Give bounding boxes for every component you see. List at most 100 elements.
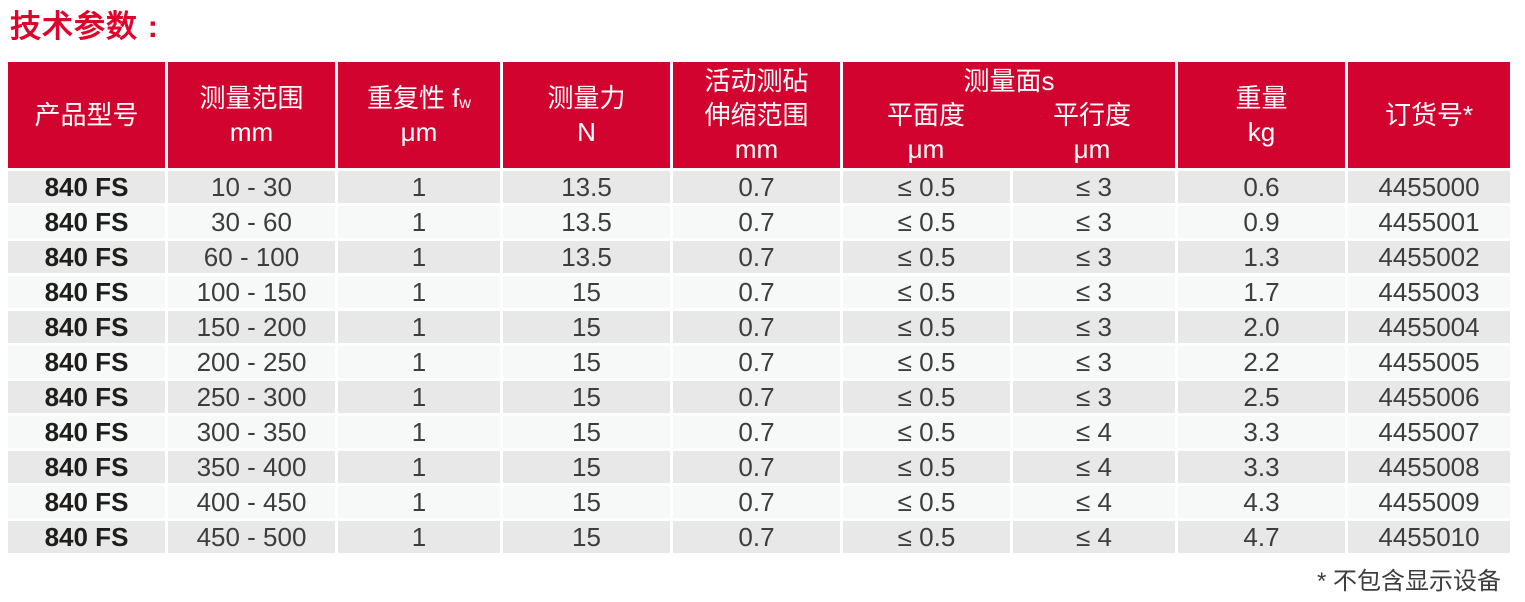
cell-repeatability: 1	[338, 451, 500, 483]
cell-anvil-range: 0.7	[673, 311, 840, 343]
table-row: 840 FS 350 - 400 1 15 0.7 ≤ 0.5 ≤ 4 3.3 …	[8, 451, 1510, 483]
cell-repeatability: 1	[338, 171, 500, 203]
header-measuring-force: 测量力 N	[503, 62, 670, 168]
cell-measuring-force: 15	[503, 311, 670, 343]
cell-repeatability: 1	[338, 486, 500, 518]
cell-anvil-range: 0.7	[673, 486, 840, 518]
table-row: 840 FS 10 - 30 1 13.5 0.7 ≤ 0.5 ≤ 3 0.6 …	[8, 171, 1510, 203]
cell-parallelism: ≤ 4	[1013, 521, 1175, 553]
cell-flatness: ≤ 0.5	[843, 381, 1010, 413]
cell-measuring-range: 200 - 250	[168, 346, 335, 378]
cell-anvil-range: 0.7	[673, 241, 840, 273]
cell-measuring-force: 15	[503, 486, 670, 518]
cell-anvil-range: 0.7	[673, 206, 840, 238]
table-row: 840 FS 100 - 150 1 15 0.7 ≤ 0.5 ≤ 3 1.7 …	[8, 276, 1510, 308]
header-row: 产品型号 测量范围 mm 重复性 fw μm 测量力 N 活动测砧 伸缩范围	[8, 62, 1510, 168]
cell-weight: 2.2	[1178, 346, 1345, 378]
header-parallelism-unit: μm	[1073, 134, 1111, 165]
header-flatness-label: 平面度	[886, 99, 965, 130]
table-row: 840 FS 30 - 60 1 13.5 0.7 ≤ 0.5 ≤ 3 0.9 …	[8, 206, 1510, 238]
cell-anvil-range: 0.7	[673, 276, 840, 308]
cell-anvil-range: 0.7	[673, 171, 840, 203]
cell-weight: 3.3	[1178, 451, 1345, 483]
cell-product-model: 840 FS	[8, 241, 165, 273]
cell-product-model: 840 FS	[8, 311, 165, 343]
surfaces-subheaders: 平面度 μm 平行度 μm	[843, 98, 1175, 167]
cell-parallelism: ≤ 3	[1013, 206, 1175, 238]
cell-flatness: ≤ 0.5	[843, 451, 1010, 483]
header-product-model: 产品型号	[8, 62, 165, 168]
header-measuring-surfaces-group: 测量面s 平面度 μm 平行度 μm	[843, 62, 1175, 168]
cell-product-model: 840 FS	[8, 276, 165, 308]
cell-weight: 4.7	[1178, 521, 1345, 553]
cell-product-model: 840 FS	[8, 486, 165, 518]
page-title: 技术参数 :	[10, 9, 159, 44]
cell-weight: 2.5	[1178, 381, 1345, 413]
cell-order-number: 4455000	[1348, 171, 1510, 203]
cell-measuring-force: 15	[503, 276, 670, 308]
table-header: 产品型号 测量范围 mm 重复性 fw μm 测量力 N 活动测砧 伸缩范围	[8, 62, 1510, 168]
cell-order-number: 4455001	[1348, 206, 1510, 238]
footnote: * 不包含显示设备	[1316, 568, 1501, 595]
cell-measuring-range: 60 - 100	[168, 241, 335, 273]
cell-measuring-force: 15	[503, 381, 670, 413]
cell-weight: 4.3	[1178, 486, 1345, 518]
cell-measuring-range: 10 - 30	[168, 171, 335, 203]
cell-anvil-range: 0.7	[673, 451, 840, 483]
table-row: 840 FS 300 - 350 1 15 0.7 ≤ 0.5 ≤ 4 3.3 …	[8, 416, 1510, 448]
measuring-surfaces-wrap: 测量面s 平面度 μm 平行度 μm	[843, 64, 1175, 167]
cell-weight: 1.3	[1178, 241, 1345, 273]
header-order-number: 订货号*	[1348, 62, 1510, 168]
cell-repeatability: 1	[338, 521, 500, 553]
cell-weight: 3.3	[1178, 416, 1345, 448]
cell-anvil-range: 0.7	[673, 381, 840, 413]
cell-parallelism: ≤ 4	[1013, 451, 1175, 483]
cell-measuring-force: 13.5	[503, 241, 670, 273]
cell-flatness: ≤ 0.5	[843, 171, 1010, 203]
header-repeatability-text: 重复性 f	[366, 82, 460, 113]
cell-measuring-range: 400 - 450	[168, 486, 335, 518]
header-anvil-unit: mm	[734, 134, 779, 165]
header-weight-unit: kg	[1247, 117, 1276, 147]
cell-flatness: ≤ 0.5	[843, 241, 1010, 273]
cell-order-number: 4455003	[1348, 276, 1510, 308]
cell-measuring-force: 13.5	[503, 206, 670, 238]
cell-product-model: 840 FS	[8, 451, 165, 483]
cell-measuring-range: 450 - 500	[168, 521, 335, 553]
spec-table: 产品型号 测量范围 mm 重复性 fw μm 测量力 N 活动测砧 伸缩范围	[5, 59, 1513, 556]
cell-flatness: ≤ 0.5	[843, 521, 1010, 553]
cell-weight: 0.9	[1178, 206, 1345, 238]
header-measuring-range-unit: mm	[229, 117, 274, 147]
cell-order-number: 4455006	[1348, 381, 1510, 413]
table-row: 840 FS 200 - 250 1 15 0.7 ≤ 0.5 ≤ 3 2.2 …	[8, 346, 1510, 378]
cell-product-model: 840 FS	[8, 521, 165, 553]
header-measuring-range: 测量范围 mm	[168, 62, 335, 168]
cell-repeatability: 1	[338, 346, 500, 378]
cell-weight: 1.7	[1178, 276, 1345, 308]
cell-flatness: ≤ 0.5	[843, 346, 1010, 378]
cell-order-number: 4455010	[1348, 521, 1510, 553]
cell-measuring-range: 30 - 60	[168, 206, 335, 238]
cell-anvil-range: 0.7	[673, 346, 840, 378]
cell-flatness: ≤ 0.5	[843, 206, 1010, 238]
table-row: 840 FS 250 - 300 1 15 0.7 ≤ 0.5 ≤ 3 2.5 …	[8, 381, 1510, 413]
header-anvil-line2: 伸缩范围	[704, 99, 809, 130]
cell-measuring-range: 150 - 200	[168, 311, 335, 343]
cell-repeatability: 1	[338, 206, 500, 238]
header-product-model-label: 产品型号	[34, 99, 139, 130]
cell-anvil-range: 0.7	[673, 521, 840, 553]
header-parallelism: 平行度 μm	[1009, 98, 1175, 167]
cell-flatness: ≤ 0.5	[843, 486, 1010, 518]
header-flatness: 平面度 μm	[843, 98, 1009, 167]
cell-parallelism: ≤ 3	[1013, 346, 1175, 378]
cell-measuring-force: 15	[503, 521, 670, 553]
cell-product-model: 840 FS	[8, 206, 165, 238]
cell-repeatability: 1	[338, 241, 500, 273]
cell-product-model: 840 FS	[8, 171, 165, 203]
header-repeatability-label: 重复性 fw	[338, 81, 500, 115]
header-weight: 重量 kg	[1178, 62, 1345, 168]
header-surfaces-group-label: 测量面s	[963, 65, 1055, 96]
cell-measuring-range: 250 - 300	[168, 381, 335, 413]
header-repeatability-subscript: w	[459, 93, 472, 112]
